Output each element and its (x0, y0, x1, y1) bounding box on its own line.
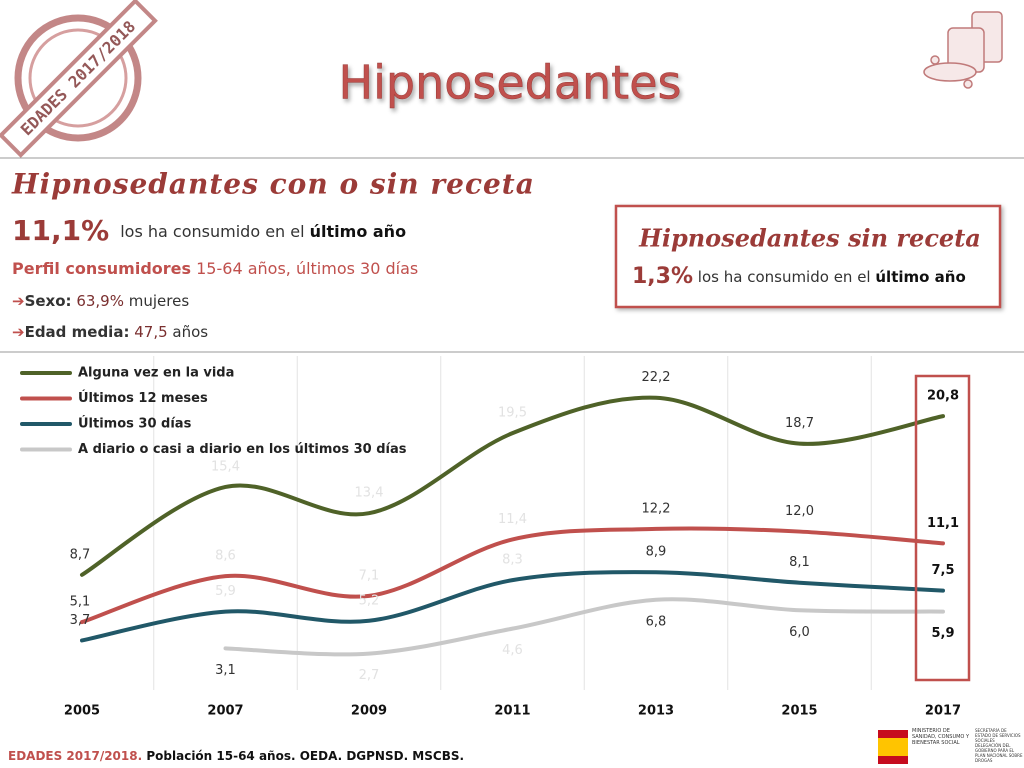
age-value: 47,5 (134, 323, 167, 341)
footer-source-b: Población 15-64 años. OEDA. DGPNSD. MSCB… (146, 749, 464, 763)
value-label: 8,9 (646, 545, 667, 560)
x-tick-label: 2005 (64, 704, 100, 719)
value-label: 15,4 (211, 459, 240, 474)
box-pct: 1,3% (632, 264, 693, 289)
x-tick-label: 2017 (925, 704, 961, 719)
highlight-box (614, 204, 1002, 309)
legend-label: Últimos 30 días (78, 416, 192, 432)
value-label: 5,1 (70, 595, 91, 610)
value-label: 20,8 (927, 389, 959, 404)
x-tick-label: 2007 (207, 704, 243, 719)
value-label: 3,7 (70, 613, 91, 628)
age-label: Edad media: (25, 323, 130, 341)
x-tick-label: 2015 (781, 704, 817, 719)
chart: 2005 2007 2009 2011 2013 2015 2017 8,7 15,4 13,4 1… (20, 356, 961, 719)
stamp: EDADES 2017/2018 (0, 0, 158, 158)
value-label: 3,1 (215, 663, 236, 678)
pill-icon (923, 11, 1003, 89)
value-label: 6,0 (789, 625, 810, 640)
legend-label: Últimos 12 meses (78, 390, 208, 406)
series-line (80, 395, 945, 577)
profile-text: 15-64 años, últimos 30 días (196, 259, 418, 278)
value-label: 8,7 (70, 547, 91, 562)
box-pct-line: 1,3% los ha consumido en el último año (632, 264, 966, 289)
logo-sec: SECRETARÍA DE ESTADO DE SERVICIOS SOCIAL… (975, 728, 1021, 743)
value-label: 12,0 (785, 504, 814, 519)
sex-value: 63,9% (76, 292, 124, 310)
value-label: 5,9 (215, 584, 236, 599)
summary-pct: 11,1% (12, 214, 109, 247)
value-label: 5,2 (359, 593, 380, 608)
value-label: 8,6 (215, 549, 236, 564)
value-label: 8,3 (502, 553, 523, 568)
profile-label: Perfil consumidores (12, 259, 191, 278)
value-label: 6,8 (646, 614, 667, 629)
value-label: 7,5 (931, 563, 954, 578)
x-tick-label: 2011 (494, 704, 530, 719)
box-pct-text: los ha consumido en el (698, 268, 871, 286)
value-label: 5,9 (931, 626, 954, 641)
highlight-2017 (914, 374, 971, 682)
x-tick-label: 2013 (638, 704, 674, 719)
legend-label: Alguna vez en la vida (78, 366, 234, 381)
series-line (80, 526, 945, 625)
value-label: 19,5 (498, 406, 527, 421)
series-line (80, 570, 945, 643)
summary-pct-period: último año (310, 222, 406, 241)
slide-title: Hipnosedantes (339, 56, 682, 110)
value-label: 11,4 (498, 512, 527, 527)
value-label: 11,1 (927, 516, 959, 531)
age-line: ➔Edad media: 47,5 años (12, 323, 208, 341)
summary-pct-text: los ha consumido en el (120, 222, 304, 241)
sex-label: Sexo: (25, 292, 72, 310)
footer-source: EDADES 2017/2018. Población 15-64 años. … (8, 749, 464, 763)
series-line (223, 597, 945, 657)
value-label: 12,2 (642, 501, 671, 516)
sex-text: mujeres (129, 292, 190, 310)
box-heading: Hipnosedantes sin receta (638, 224, 981, 253)
logo-deleg: DELEGACIÓN DEL GOBIERNO PARA EL PLAN NAC… (975, 743, 1023, 763)
value-label: 7,1 (359, 568, 380, 583)
logo: MINISTERIO DE SANIDAD, CONSUMO Y BIENEST… (878, 728, 1023, 764)
value-label: 4,6 (502, 643, 523, 658)
sex-line: ➔Sexo: 63,9% mujeres (12, 292, 189, 310)
value-label: 13,4 (355, 486, 384, 501)
value-label: 22,2 (642, 370, 671, 385)
box-pct-period: último año (875, 268, 965, 286)
x-tick-label: 2009 (351, 704, 387, 719)
value-label: 8,1 (789, 555, 810, 570)
logo-ministry: MINISTERIO DE SANIDAD, CONSUMO Y BIENEST… (912, 728, 970, 746)
footer-source-a: EDADES 2017/2018. (8, 749, 142, 763)
logo-secretaria: SECRETARÍA DE ESTADO DE SERVICIOS SOCIAL… (975, 728, 1023, 763)
value-label: 2,7 (359, 668, 380, 683)
age-text: años (172, 323, 208, 341)
summary-pct-line: 11,1% los ha consumido en el último año (12, 214, 406, 247)
legend-label: A diario o casi a diario en los últimos … (78, 442, 407, 457)
summary-heading: Hipnosedantes con o sin receta (11, 168, 535, 201)
value-label: 18,7 (785, 416, 814, 431)
profile-line: Perfil consumidores 15-64 años, últimos … (12, 259, 418, 278)
